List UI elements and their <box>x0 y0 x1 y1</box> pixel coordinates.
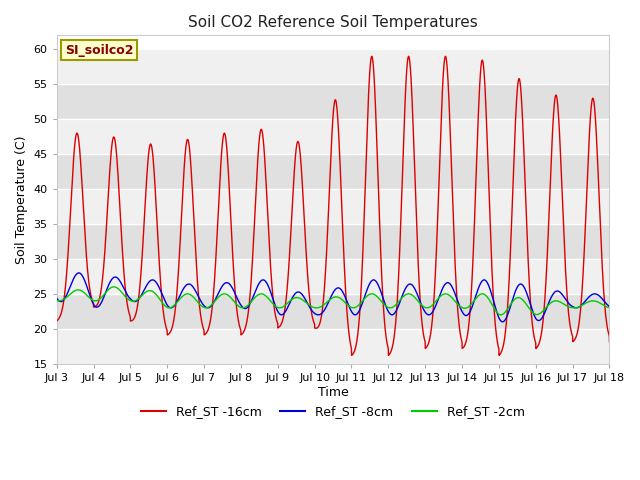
Bar <box>57 189 609 224</box>
X-axis label: Time: Time <box>317 385 348 398</box>
Bar <box>57 224 609 259</box>
Bar <box>57 49 609 84</box>
Y-axis label: Soil Temperature (C): Soil Temperature (C) <box>15 135 28 264</box>
Text: SI_soilco2: SI_soilco2 <box>65 44 134 57</box>
Bar <box>57 294 609 329</box>
Bar <box>57 259 609 294</box>
Bar <box>57 119 609 154</box>
Legend: Ref_ST -16cm, Ref_ST -8cm, Ref_ST -2cm: Ref_ST -16cm, Ref_ST -8cm, Ref_ST -2cm <box>136 400 531 423</box>
Bar <box>57 329 609 364</box>
Title: Soil CO2 Reference Soil Temperatures: Soil CO2 Reference Soil Temperatures <box>188 15 478 30</box>
Bar <box>57 154 609 189</box>
Bar <box>57 84 609 119</box>
